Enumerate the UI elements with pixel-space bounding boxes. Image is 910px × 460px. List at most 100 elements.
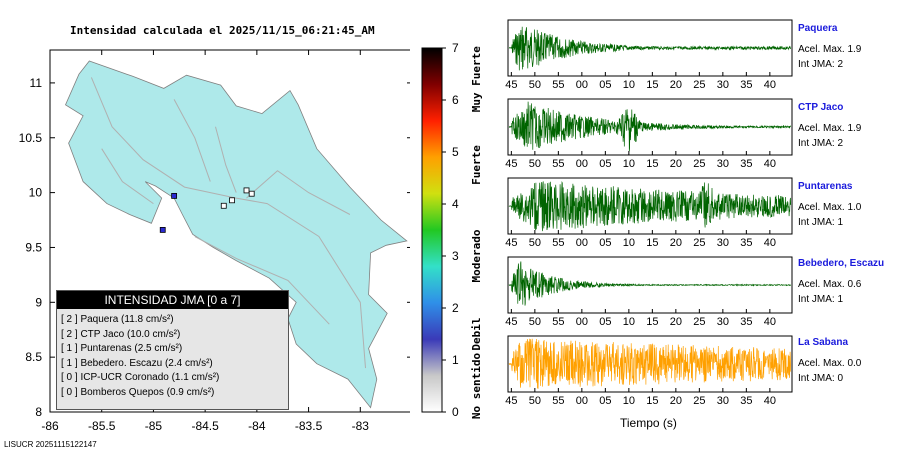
acel-max-label: Acel. Max. 0.0 — [798, 358, 862, 369]
waveform-trace — [508, 338, 792, 389]
acel-max-label: Acel. Max. 0.6 — [798, 279, 862, 290]
station-panel-label-puntarenas: Puntarenas Acel. Max. 1.0 Int JMA: 1 — [798, 181, 861, 228]
waveform-x-tick-label: 40 — [764, 158, 776, 170]
waveform-x-tick-label: 10 — [623, 316, 635, 328]
scale-category-label: Muy Fuerte — [470, 46, 483, 113]
station-marker — [220, 202, 227, 209]
station-name: La Sabana — [798, 337, 849, 348]
waveform-x-tick-label: 25 — [693, 158, 705, 170]
station-panel-label-bebedero: Bebedero, Escazu Acel. Max. 0.6 Int JMA:… — [798, 258, 884, 305]
waveform-x-tick-label: 40 — [764, 237, 776, 249]
waveform-x-tick-label: 10 — [623, 237, 635, 249]
color-bar — [421, 47, 443, 413]
legend-item: [ 2 ] Paquera (11.8 cm/s²) — [61, 314, 174, 325]
scale-tick-label: 2 — [452, 301, 459, 315]
scale-tick-label: 3 — [452, 249, 459, 263]
legend-item: [ 2 ] CTP Jaco (10.0 cm/s²) — [61, 328, 181, 340]
scale-tick-label: 0 — [452, 405, 459, 419]
waveform-x-tick-label: 25 — [693, 395, 705, 407]
acel-max-label: Acel. Max. 1.9 — [798, 123, 862, 134]
y-tick-label: 10.5 — [19, 131, 43, 145]
station-name: Bebedero, Escazu — [798, 258, 885, 269]
waveform-trace — [508, 101, 792, 152]
waveform-x-tick-label: 20 — [670, 395, 682, 407]
x-tick-label: -85.5 — [88, 419, 116, 433]
waveform-x-tick-label: 40 — [764, 316, 776, 328]
road-line — [90, 77, 366, 369]
waveform-trace — [508, 26, 792, 71]
waveform-x-tick-label: 10 — [623, 395, 635, 407]
y-tick-label: 8 — [35, 405, 42, 419]
road-line — [173, 99, 211, 182]
legend-title: INTENSIDAD JMA [0 a 7] — [57, 291, 288, 309]
waveform-trace — [508, 180, 792, 232]
waveform-x-tick-label: 40 — [764, 395, 776, 407]
waveform-trace — [508, 261, 792, 306]
road-line — [194, 236, 330, 325]
scale-tick-label: 1 — [452, 353, 459, 367]
station-marker — [159, 227, 166, 233]
int-jma-label: Int JMA: 1 — [798, 217, 844, 228]
waveform-x-tick-label: 35 — [740, 79, 752, 91]
scale-category-label: Moderado — [470, 229, 483, 282]
station-panel-label-la-sabana: La Sabana Acel. Max. 0.0 Int JMA: 0 — [798, 337, 861, 384]
waveform-x-tick-label: 35 — [740, 316, 752, 328]
station-marker — [171, 192, 178, 199]
waveform-x-tick-label: 55 — [552, 79, 564, 91]
waveform-x-tick-label: 55 — [552, 158, 564, 170]
y-tick-label: 11 — [30, 76, 43, 90]
waveform-x-tick-label: 05 — [599, 237, 611, 249]
waveform-x-tick-label: 20 — [670, 316, 682, 328]
waveform-x-tick-label: 00 — [576, 158, 588, 170]
waveform-x-tick-label: 40 — [764, 79, 776, 91]
road-line — [246, 170, 351, 215]
legend-item: [ 0 ] ICP-UCR Coronado (1.1 cm/s²) — [61, 372, 220, 383]
waveform-x-tick-label: 30 — [717, 237, 729, 249]
waveform-x-tick-label: 20 — [670, 158, 682, 170]
station-name: Paquera — [798, 23, 838, 34]
footer-id: LISUCR 20251115122147 — [4, 440, 97, 449]
waveform-x-tick-label: 20 — [670, 237, 682, 249]
waveform-x-tick-label: 55 — [552, 237, 564, 249]
acel-max-label: Acel. Max. 1.9 — [798, 44, 862, 55]
station-name: CTP Jaco — [798, 102, 844, 113]
legend-list: [ 2 ] Paquera (11.8 cm/s²) [ 2 ] CTP Jac… — [61, 313, 288, 400]
station-panel-label-ctp-jaco: CTP Jaco Acel. Max. 1.9 Int JMA: 2 — [798, 102, 861, 149]
scale-tick-label: 4 — [452, 197, 459, 211]
waveform-x-tick-label: 50 — [529, 316, 541, 328]
road-line — [101, 148, 154, 205]
waveform-x-tick-label: 45 — [505, 237, 517, 249]
waveform-x-tick-label: 35 — [740, 395, 752, 407]
waveform-x-tick-label: 50 — [529, 79, 541, 91]
legend-item: [ 0 ] Bomberos Quepos (0.9 cm/s²) — [61, 386, 215, 398]
y-tick-label: 9 — [35, 295, 42, 309]
waveform-x-tick-label: 00 — [576, 237, 588, 249]
waveform-x-tick-label: 50 — [529, 237, 541, 249]
waveform-x-tick-label: 55 — [552, 395, 564, 407]
scale-tick-label: 7 — [452, 41, 459, 55]
waveform-x-tick-label: 30 — [717, 316, 729, 328]
waveform-x-tick-label: 00 — [576, 316, 588, 328]
waveform-x-tick-label: 45 — [505, 79, 517, 91]
map-title: Intensidad calculada el 2025/11/15_06:21… — [70, 24, 375, 37]
waveform-x-tick-label: 00 — [576, 395, 588, 407]
waveform-x-tick-label: 25 — [693, 79, 705, 91]
y-tick-label: 10 — [29, 186, 43, 200]
map-frame — [49, 49, 410, 413]
scale-category-label: Fuerte — [470, 145, 483, 185]
waveform-x-tick-label: 30 — [717, 395, 729, 407]
waveform-x-tick-label: 00 — [576, 79, 588, 91]
waveform-x-tick-label: 25 — [693, 316, 705, 328]
waveform-x-tick-label: 45 — [505, 395, 517, 407]
waveform-x-tick-label: 50 — [529, 158, 541, 170]
waveform-x-tick-label: 20 — [670, 79, 682, 91]
waveform-x-tick-label: 05 — [599, 158, 611, 170]
road-line — [215, 126, 237, 193]
waveform-x-tick-label: 05 — [599, 395, 611, 407]
legend-item: [ 1 ] Puntarenas (2.5 cm/s²) — [61, 343, 183, 354]
acel-max-label: Acel. Max. 1.0 — [798, 202, 862, 213]
waveform-x-tick-label: 30 — [717, 158, 729, 170]
int-jma-label: Int JMA: 2 — [798, 138, 844, 149]
waveform-x-tick-label: 10 — [623, 79, 635, 91]
scale-category-label: No sentido — [470, 353, 483, 420]
